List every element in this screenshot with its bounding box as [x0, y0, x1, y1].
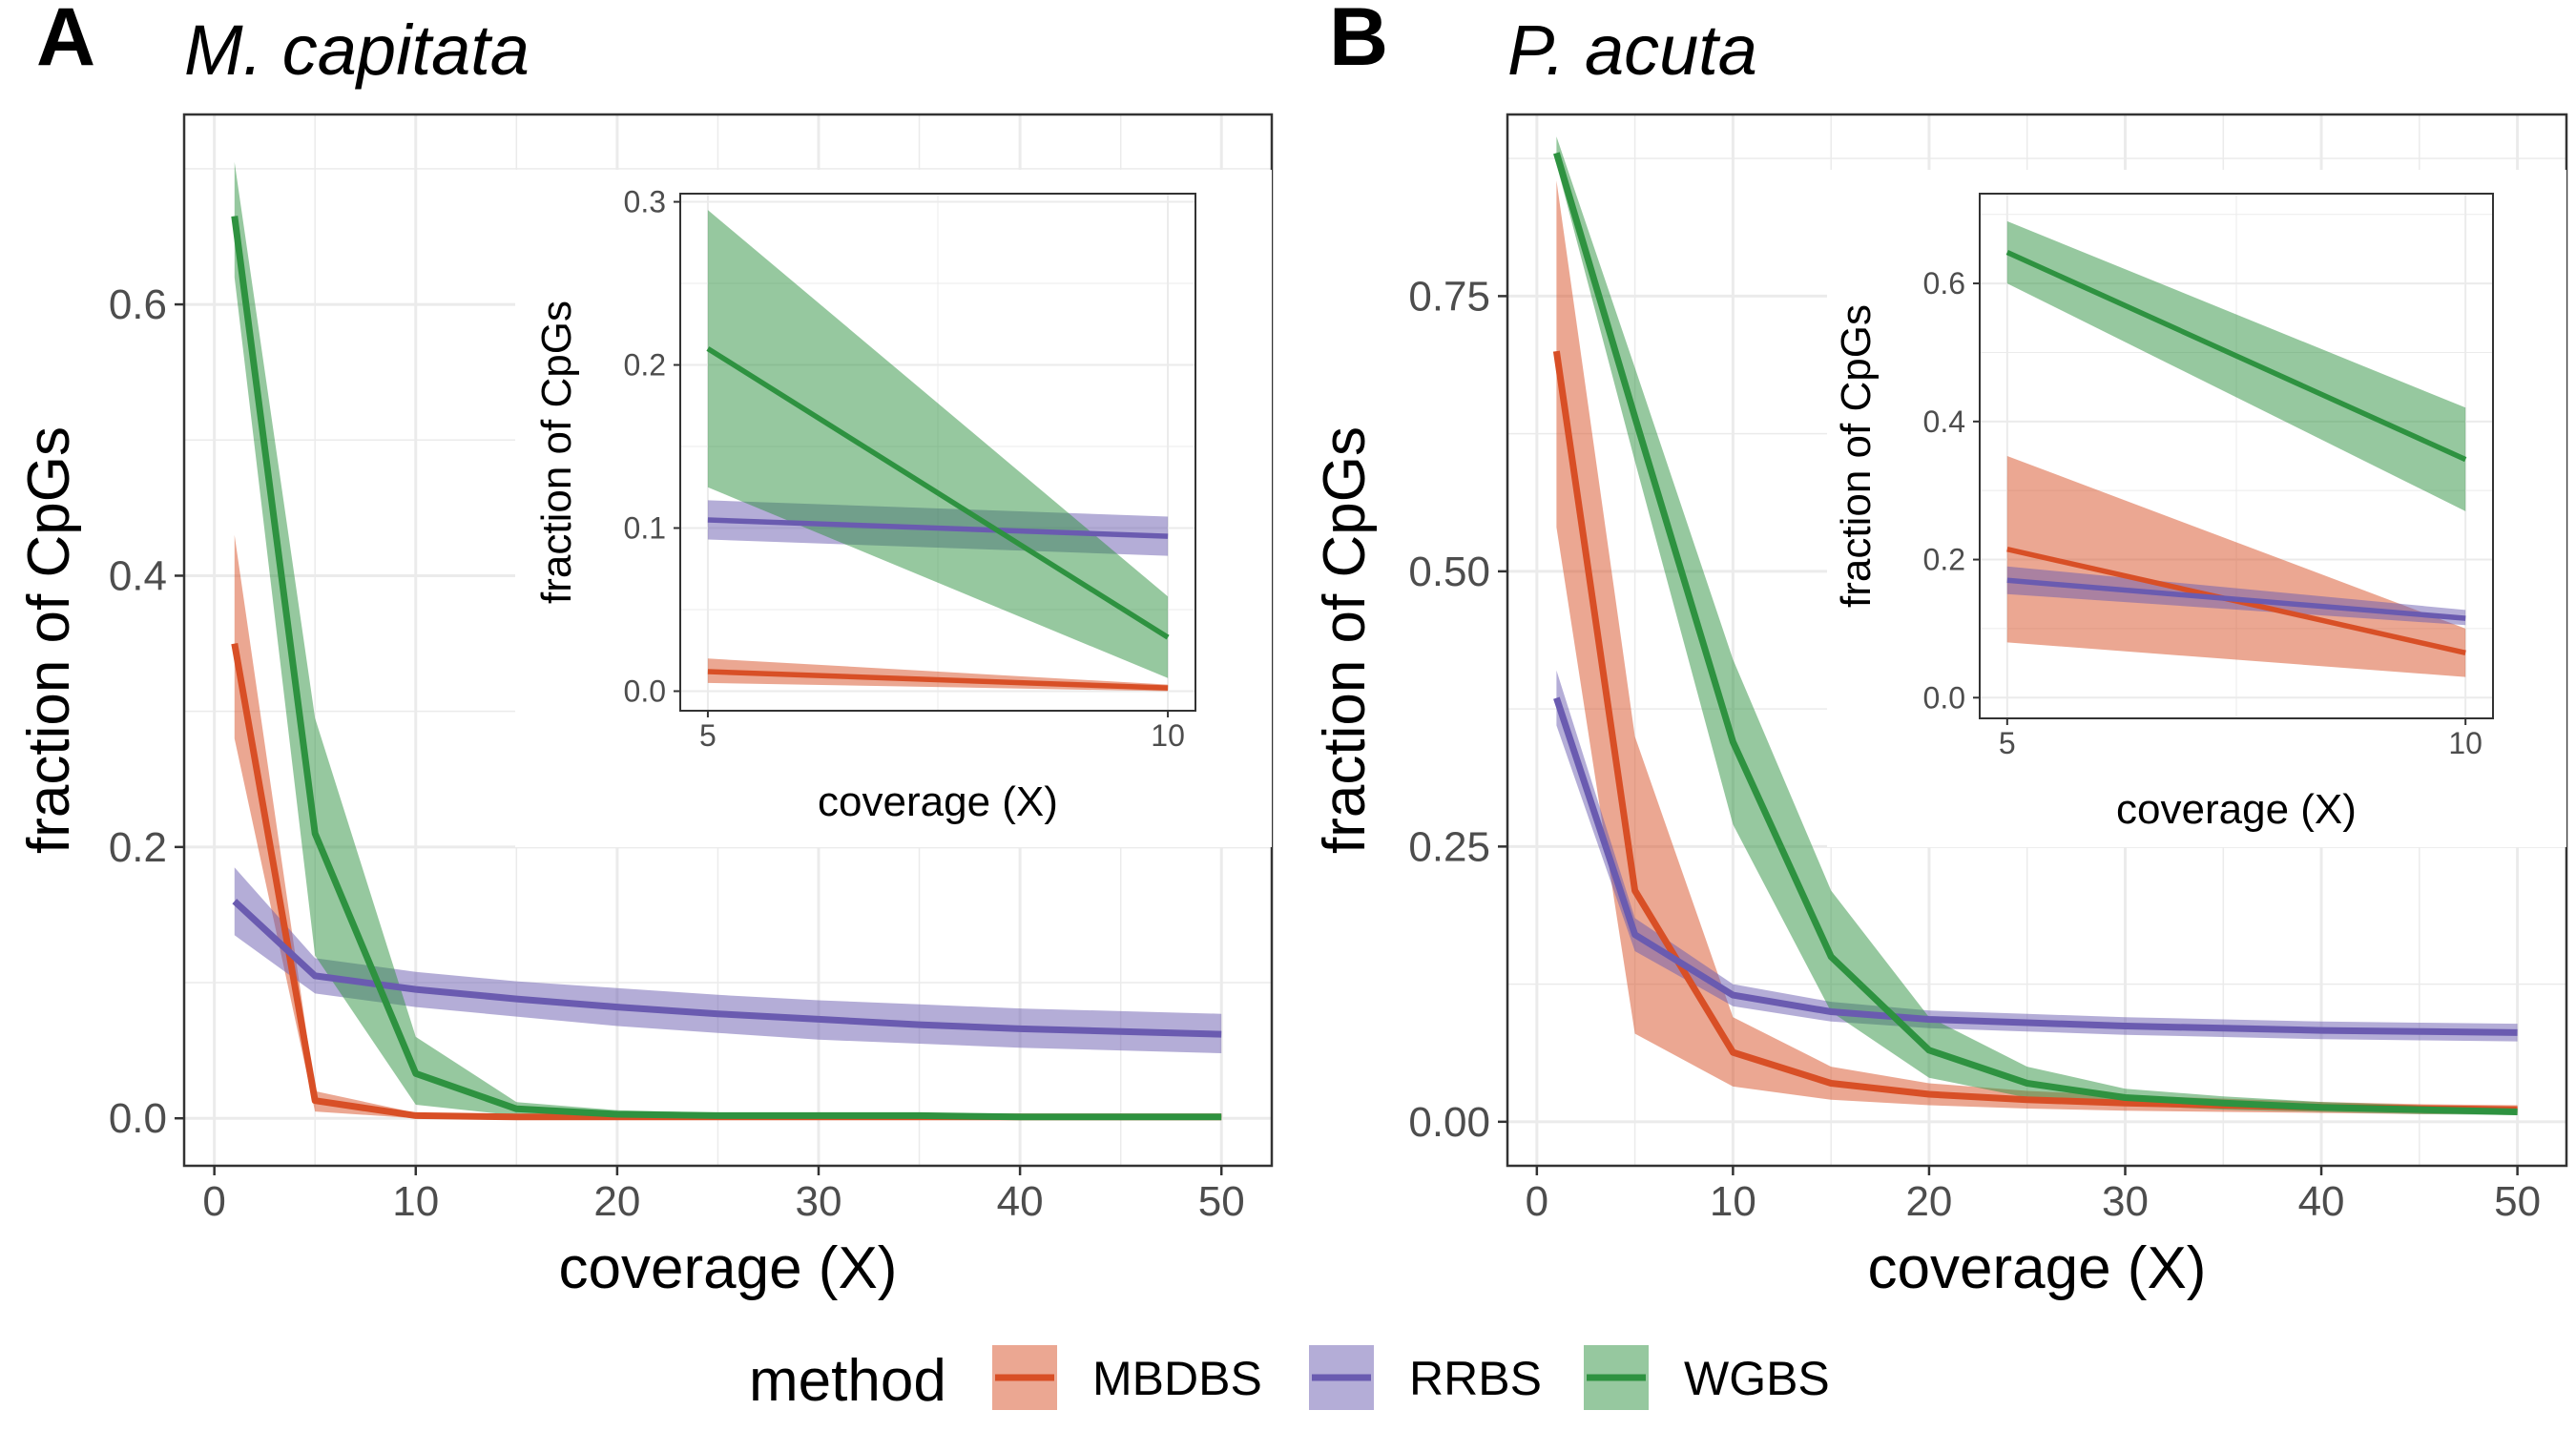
- inset-y-tick-label: 0.4: [1923, 404, 1965, 439]
- main-x-tick-label: 20: [1905, 1178, 1952, 1225]
- main-y-tick-label: 0.00: [1408, 1099, 1490, 1146]
- legend-label-rrbs: RRBS: [1409, 1352, 1542, 1405]
- main-y-tick-label: 0.6: [109, 281, 167, 328]
- y-axis-title: fraction of CpGs: [16, 426, 82, 854]
- legend-title: method: [749, 1348, 946, 1414]
- legend-label-mbdbs: MBDBS: [1092, 1352, 1262, 1405]
- main-line-wgbs: [231, 216, 1222, 1121]
- inset-x-tick-label: 5: [699, 718, 717, 753]
- inset-line-mbdbs: [707, 669, 1169, 691]
- main-x-tick-label: 40: [2298, 1178, 2345, 1225]
- main-y-tick-label: 0.50: [1408, 549, 1490, 595]
- panel-title: M. capitata: [184, 10, 530, 90]
- panel-letter: B: [1329, 0, 1388, 83]
- inset-y-tick-label: 0.6: [1923, 266, 1965, 301]
- legend-key-rrbs: [1309, 1345, 1374, 1410]
- main-ribbon-wgbs: [1556, 136, 2518, 1115]
- main-y-tick-label: 0.2: [109, 824, 167, 871]
- panel-a: A M. capitata 0 10 20 30 40 50 0.0 0.2 0.4 0.6 cover…: [16, 0, 1274, 1301]
- main-line-rrbs: [1553, 696, 2518, 1036]
- main-x-tick-label: 10: [1710, 1178, 1756, 1225]
- main-x-tick-label: 0: [1526, 1178, 1548, 1225]
- main-y-tick-label: 0.4: [109, 552, 167, 599]
- inset-y-axis-title: fraction of CpGs: [533, 301, 580, 604]
- main-x-tick-label: 20: [593, 1178, 640, 1225]
- legend: method MBDBS RRBS WGBS: [749, 1345, 1830, 1414]
- inset-line-rrbs: [707, 517, 1169, 539]
- main-x-tick-label: 50: [2494, 1178, 2541, 1225]
- main-ribbon-rrbs: [234, 867, 1222, 1053]
- panel-title: P. acuta: [1507, 10, 1757, 90]
- inset-y-tick-label: 0.2: [1923, 543, 1965, 577]
- main-ribbon-mbdbs: [1556, 180, 2518, 1114]
- inset-ribbon-wgbs: [2006, 220, 2466, 511]
- main-x-tick-label: 40: [997, 1178, 1044, 1225]
- x-axis-title: coverage (X): [559, 1235, 898, 1301]
- inset-x-tick-label: 10: [1151, 718, 1185, 753]
- main-y-tick-label: 0.75: [1408, 273, 1490, 320]
- legend-key-wgbs: [1584, 1345, 1649, 1410]
- main-y-tick-label: 0.0: [109, 1095, 167, 1142]
- main-x-tick-label: 0: [202, 1178, 225, 1225]
- inset-a: 5 10 0.0 0.1 0.2 0.3 coverage (X) fraction of C…: [515, 170, 1272, 847]
- inset-x-axis-title: coverage (X): [2116, 786, 2357, 833]
- inset-line-wgbs: [706, 346, 1170, 640]
- inset-ribbon-wgbs: [707, 210, 1169, 678]
- main-line-wgbs: [1553, 152, 2518, 1115]
- inset-panel-border: [679, 193, 1196, 712]
- inset-x-tick-label: 10: [2448, 726, 2483, 760]
- panel-letter: A: [36, 0, 95, 83]
- main-x-tick-label: 30: [796, 1178, 842, 1225]
- inset-x-tick-label: 5: [1999, 726, 2016, 760]
- inset-y-tick-label: 0.0: [1923, 680, 1965, 715]
- main-x-tick-label: 50: [1198, 1178, 1245, 1225]
- inset-panel-border: [1979, 193, 2494, 719]
- y-axis-title: fraction of CpGs: [1312, 426, 1378, 854]
- inset-y-tick-label: 0.0: [624, 674, 666, 708]
- legend-key-mbdbs: [992, 1345, 1057, 1410]
- legend-label-wgbs: WGBS: [1684, 1352, 1830, 1405]
- inset-y-tick-label: 0.1: [624, 511, 666, 546]
- inset-x-axis-title: coverage (X): [818, 778, 1058, 825]
- inset-y-tick-label: 0.2: [624, 348, 666, 383]
- inset-y-axis-title: fraction of CpGs: [1833, 304, 1880, 608]
- x-axis-title: coverage (X): [1868, 1235, 2207, 1301]
- inset-line-wgbs: [2005, 249, 2467, 463]
- main-y-tick-label: 0.25: [1408, 823, 1490, 870]
- inset-b: 5 10 0.0 0.2 0.4 0.6 coverage (X) fraction of C…: [1827, 170, 2566, 847]
- inset-ribbon-mbdbs: [2006, 456, 2466, 677]
- main-x-tick-label: 30: [2102, 1178, 2149, 1225]
- inset-line-rrbs: [2006, 577, 2466, 621]
- main-x-tick-label: 10: [392, 1178, 439, 1225]
- inset-y-tick-label: 0.3: [624, 185, 666, 219]
